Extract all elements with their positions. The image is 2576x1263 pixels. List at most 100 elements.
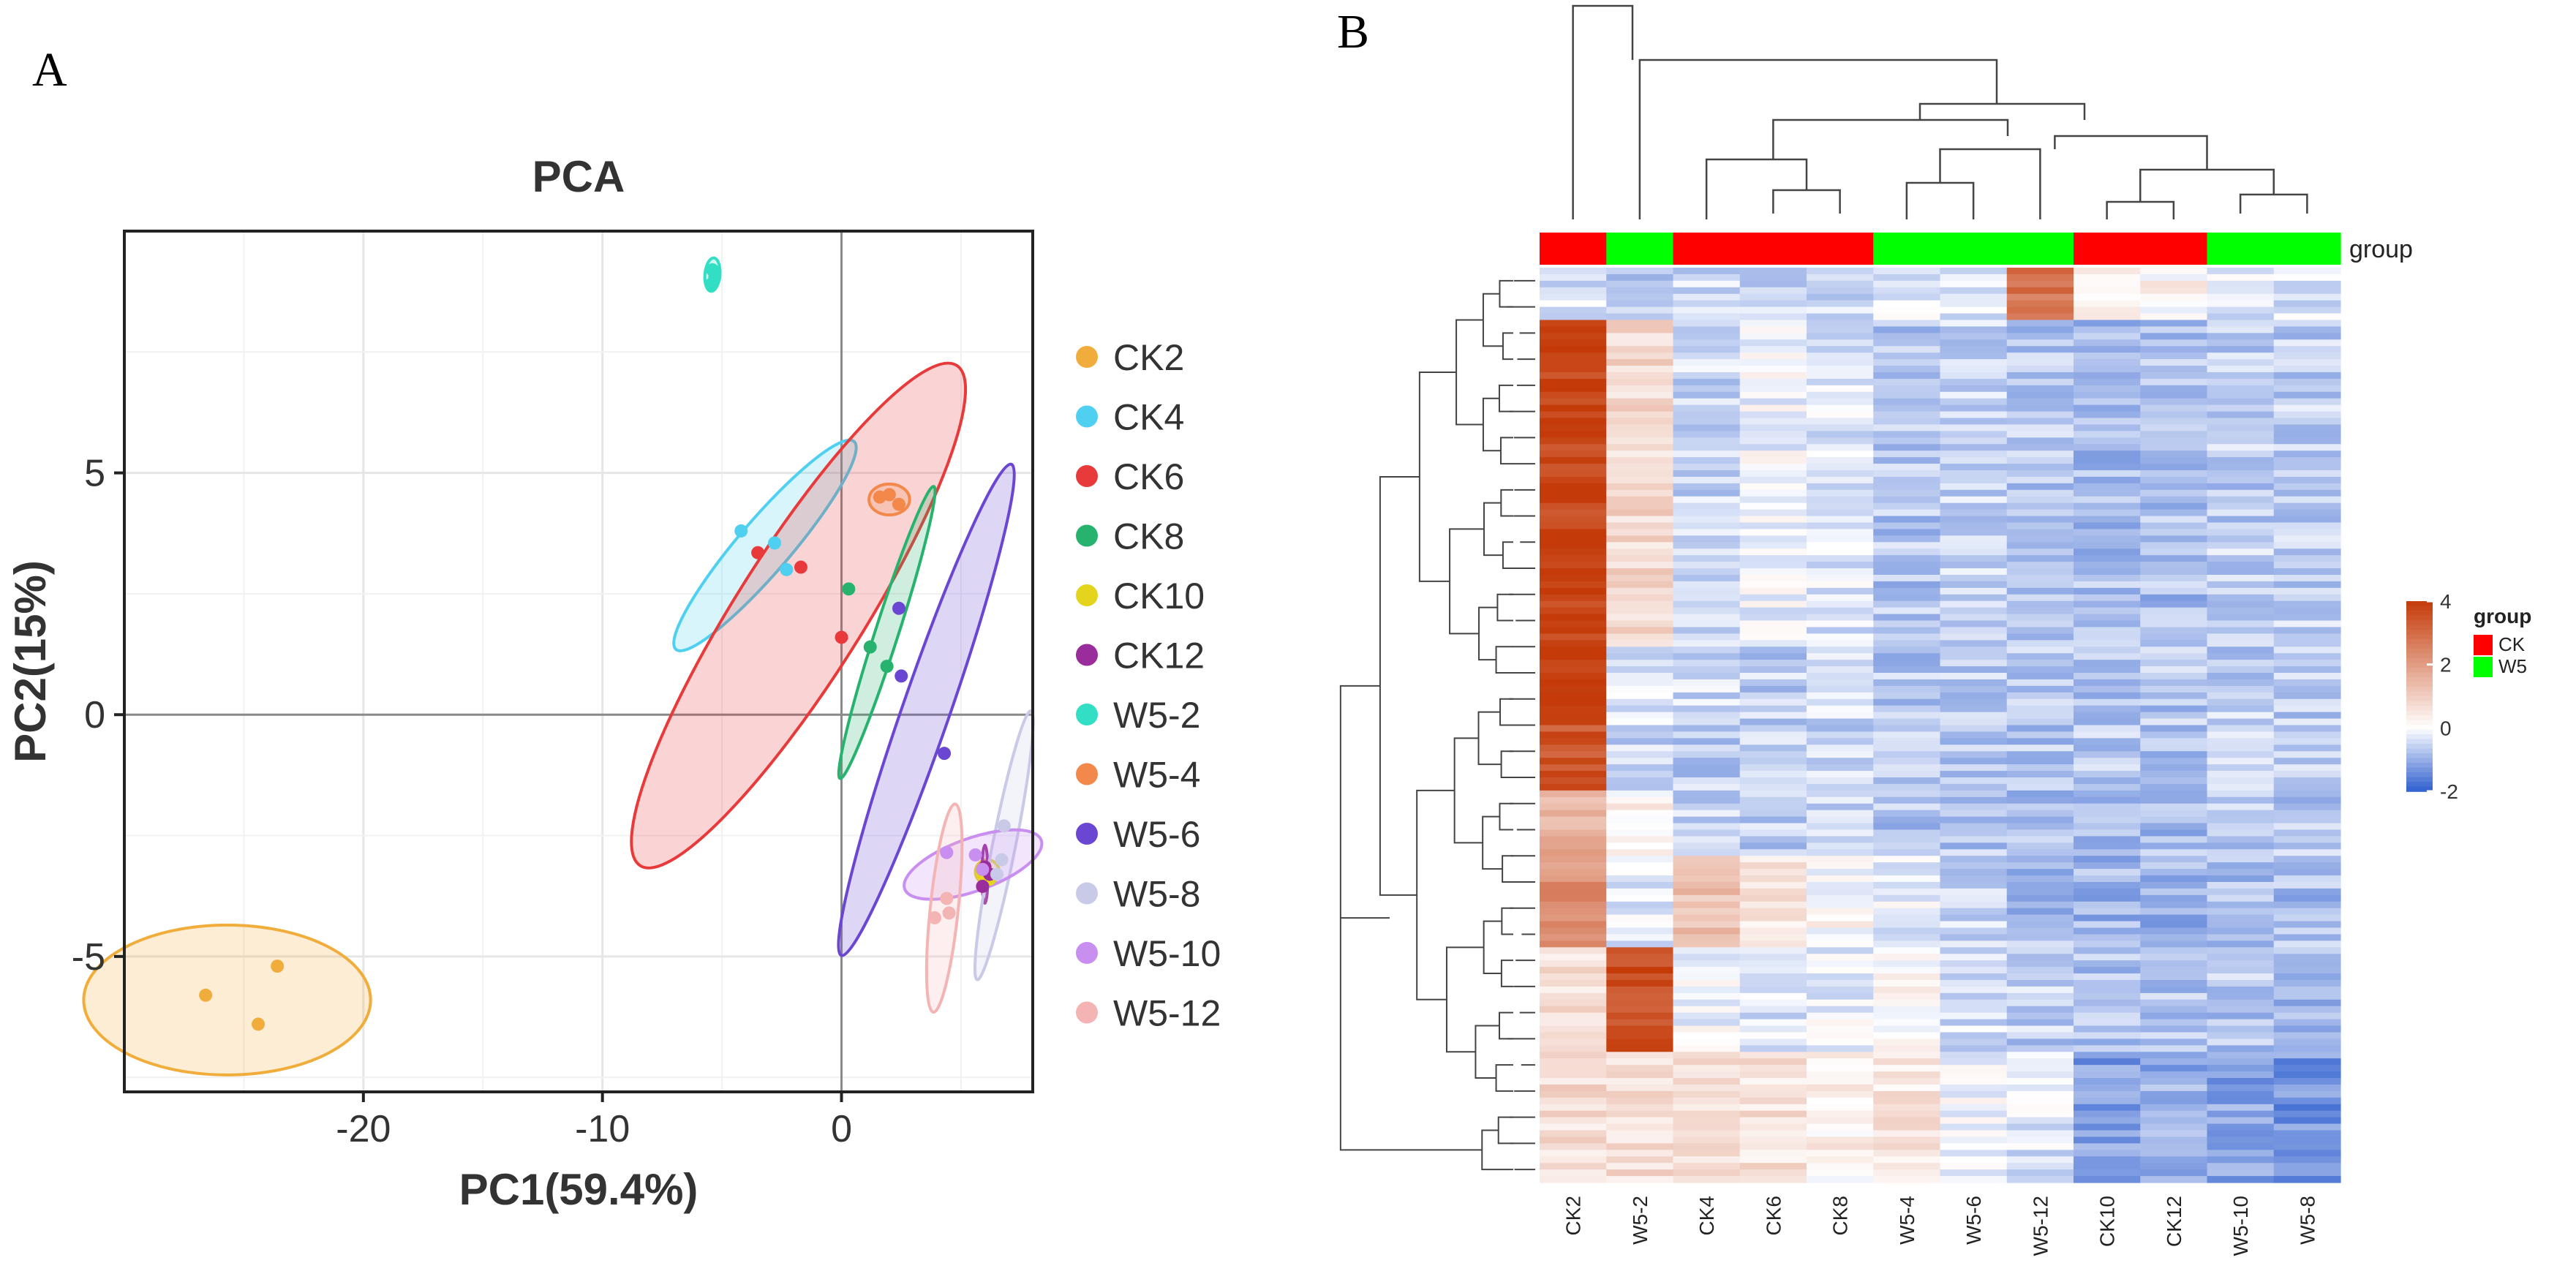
heat-cell (1807, 790, 1874, 798)
heat-cell (2006, 431, 2074, 438)
heat-cell (1940, 1052, 2008, 1059)
heat-cell (1940, 352, 2008, 360)
heat-cell (2207, 385, 2275, 393)
heat-cell (1873, 999, 1941, 1007)
heat-cell (1873, 901, 1941, 909)
heat-cell (1540, 718, 1607, 726)
heat-cell (1940, 1123, 2008, 1131)
heat-cell (1807, 411, 1874, 419)
heat-cell (1807, 470, 1874, 478)
heat-cell (1807, 1019, 1874, 1027)
heat-cell (2006, 516, 2074, 524)
heat-cell (1673, 653, 1741, 660)
heat-cell (2074, 849, 2141, 856)
heat-cell (2140, 692, 2208, 700)
heat-cell (2074, 934, 2141, 941)
heat-cell (1940, 333, 2008, 340)
panel-label-b: B (1337, 5, 1370, 59)
heat-cell (1873, 646, 1941, 654)
heat-cell (2140, 378, 2208, 386)
heat-cell (1673, 967, 1741, 974)
heat-cell (1873, 856, 1941, 863)
heat-cell (2273, 522, 2341, 530)
heat-cell (2074, 1006, 2141, 1014)
heat-cell (1606, 738, 1674, 745)
heat-cell (2273, 1156, 2341, 1164)
heat-cell (1673, 934, 1741, 941)
heat-cell (2273, 954, 2341, 961)
heat-cell (2207, 431, 2275, 438)
heat-cell (1540, 574, 1607, 582)
heat-cell (1873, 842, 1941, 850)
heat-cell (2273, 529, 2341, 536)
heat-cell (2140, 685, 2208, 693)
heat-cell (2273, 333, 2341, 340)
heat-cell (1540, 992, 1607, 1000)
heat-cell (1606, 992, 1674, 1000)
heat-cell (1807, 718, 1874, 726)
heat-cell (1673, 411, 1741, 419)
heat-cell (1540, 927, 1607, 935)
heat-cell (2006, 320, 2074, 328)
color-scale-step (2406, 720, 2433, 725)
heat-cell (1807, 777, 1874, 785)
heat-cell (1540, 287, 1607, 295)
heat-cell (2273, 293, 2341, 301)
heat-cell (2074, 894, 2141, 902)
heat-cell (1807, 1163, 1874, 1170)
heat-cell (2074, 320, 2141, 328)
heat-cell (1540, 326, 1607, 333)
heat-cell (1606, 731, 1674, 739)
heat-cell (1807, 1052, 1874, 1059)
heat-cell (1606, 653, 1674, 660)
heat-cell (1673, 1090, 1741, 1098)
heat-cell (1940, 1104, 2008, 1112)
heat-cell (1807, 856, 1874, 863)
heat-cell (1873, 927, 1941, 935)
heat-cell (2006, 1058, 2074, 1066)
heat-cell (2074, 1123, 2141, 1131)
heat-cell (1940, 431, 2008, 438)
heat-cell (1940, 1006, 2008, 1014)
heat-cell (2006, 934, 2074, 941)
heat-cell (2273, 450, 2341, 458)
heat-cell (1807, 581, 1874, 589)
heat-cell (2207, 457, 2275, 464)
heat-cell (1940, 1163, 2008, 1170)
heat-cell (2207, 516, 2275, 524)
color-scale-step (2406, 634, 2433, 640)
heat-cell (1606, 1052, 1674, 1059)
heat-cell (2074, 954, 2141, 961)
heat-cell (1606, 1038, 1674, 1046)
heat-cell (2074, 450, 2141, 458)
heat-cell (2207, 934, 2275, 941)
heat-cell (1940, 725, 2008, 733)
heat-cell (1673, 509, 1741, 517)
heat-cell (2273, 849, 2341, 856)
legend-marker-w5-8 (1076, 882, 1098, 905)
heat-cell (1673, 457, 1741, 464)
heat-cell (2273, 398, 2341, 406)
heat-cell (1940, 908, 2008, 916)
heat-cell (2207, 731, 2275, 739)
point-ck8 (880, 660, 894, 674)
heat-cell (1673, 1065, 1741, 1072)
heat-cell (1940, 954, 2008, 961)
heat-cell (2273, 842, 2341, 850)
heat-cell (1940, 594, 2008, 602)
heat-cell (2273, 875, 2341, 883)
heat-cell (1940, 542, 2008, 549)
heat-cell (1673, 1032, 1741, 1040)
heat-cell (1673, 1097, 1741, 1105)
heat-cell (1873, 352, 1941, 360)
heat-cell (2140, 437, 2208, 445)
heat-cell (2140, 1025, 2208, 1033)
heat-cell (1606, 1156, 1674, 1164)
heat-cell (1606, 437, 1674, 445)
heat-cell (2140, 934, 2208, 941)
heat-cell (2140, 313, 2208, 321)
heat-cell (1873, 1104, 1941, 1112)
heat-cell (2140, 783, 2208, 791)
heat-cell (2207, 346, 2275, 353)
heat-cell (2140, 391, 2208, 399)
